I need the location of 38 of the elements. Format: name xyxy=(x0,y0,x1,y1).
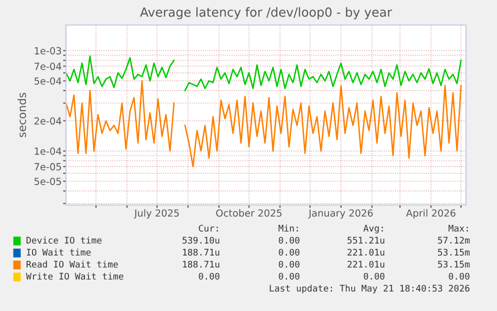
text: 188.71u xyxy=(183,260,220,268)
text: 0.00 xyxy=(198,272,220,280)
text: 0.00 xyxy=(278,260,300,268)
chart-title: Average latency for /dev/loop0 - by year xyxy=(140,7,392,20)
text: 0.00 xyxy=(448,272,470,280)
text: 0.00 xyxy=(278,236,300,244)
text: 57.12m xyxy=(438,236,470,244)
legend-label: IO Wait time xyxy=(26,248,91,256)
legend-label: Device IO time xyxy=(26,236,102,244)
text: Max: xyxy=(448,224,468,232)
legend-label: Read IO Wait time xyxy=(26,260,118,268)
text: 53.15m xyxy=(438,260,470,268)
text: 221.01u xyxy=(348,260,384,268)
x-tick-label: April 2026 xyxy=(406,209,456,219)
text: 551.21u xyxy=(348,236,384,244)
y-axis-title: seconds xyxy=(17,92,26,138)
text: 539.10u xyxy=(182,236,220,244)
text: Last update: Thu May 21 18:40:53 2026 xyxy=(270,284,470,294)
x-tick-label: July 2025 xyxy=(134,209,179,219)
text: 0.00 xyxy=(364,272,384,280)
y-tick-label: 7e-05 xyxy=(34,163,61,170)
x-tick-label: January 2026 xyxy=(308,209,373,219)
text: 53.15m xyxy=(438,248,470,256)
y-tick-label: 1e-04 xyxy=(34,148,62,155)
y-tick-label: 1e-03 xyxy=(34,47,62,54)
text: 221.01u xyxy=(348,248,384,256)
text: Cur: xyxy=(198,224,218,232)
legend-label: Write IO Wait time xyxy=(26,272,124,280)
y-tick-label: 2e-04 xyxy=(34,117,62,125)
text: Min: xyxy=(278,224,298,232)
x-tick-label: October 2025 xyxy=(216,209,282,217)
text: 0.00 xyxy=(278,272,300,280)
y-tick-label: 5e-04 xyxy=(34,77,62,85)
text: Avg: xyxy=(363,224,383,234)
text: 0.00 xyxy=(278,248,300,256)
y-tick-label: 7e-04 xyxy=(34,62,62,70)
y-tick-label: 5e-05 xyxy=(34,178,61,186)
text: 188.71u xyxy=(183,248,220,256)
